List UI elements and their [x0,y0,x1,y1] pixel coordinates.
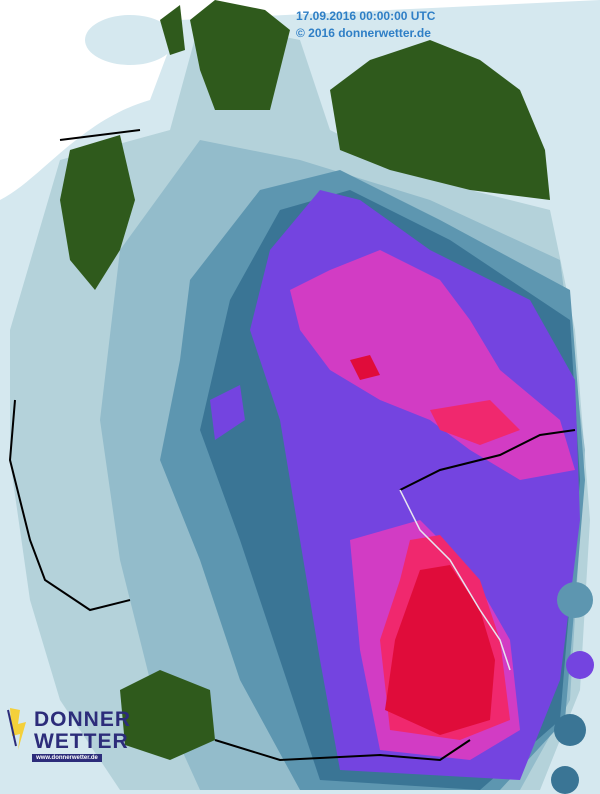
logo-line2: WETTER [34,730,129,753]
logo-url: www.donnerwetter.de [32,754,102,762]
donnerwetter-logo: DONNER WETTER www.donnerwetter.de [6,706,130,766]
no-data-land [60,0,550,760]
precip-level-8 [350,355,495,735]
logo-line1: DONNER [34,708,132,731]
radar-range-circles [551,582,594,794]
lightning-bolt-icon [7,708,26,750]
timestamp-label: 17.09.2016 00:00:00 UTC [296,9,436,23]
border-lines [8,129,576,762]
inner-border-lines [399,489,511,671]
copyright-label: © 2016 donnerwetter.de [296,26,431,40]
